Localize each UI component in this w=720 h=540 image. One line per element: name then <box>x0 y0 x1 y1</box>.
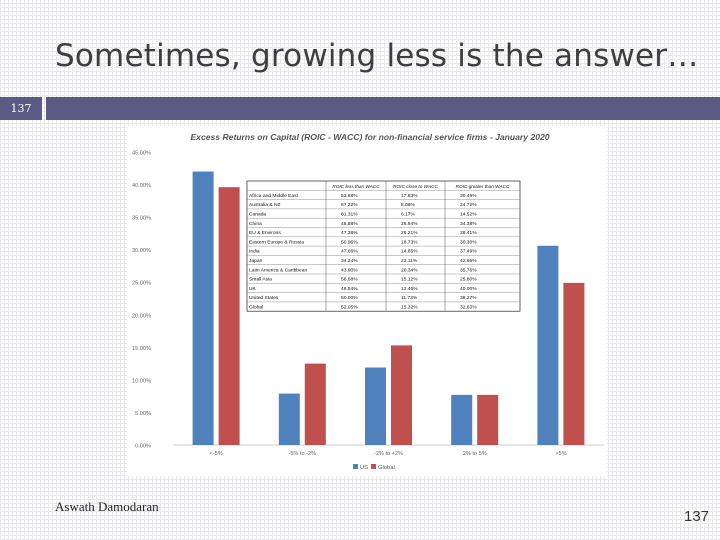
x-tick-label: >5% <box>555 451 566 457</box>
table-cell: 47.66% <box>341 249 358 255</box>
page-number: 137 <box>684 508 710 525</box>
table-cell: 52.05% <box>341 305 358 311</box>
table-cell: 20.34% <box>401 267 418 273</box>
table-row-label: EU & Environs <box>249 230 281 236</box>
table-cell: 40.00% <box>460 286 477 292</box>
table-cell: 25.80% <box>460 277 477 283</box>
x-tick-label: -2% to +2% <box>374 451 403 457</box>
table-cell: 26.21% <box>401 230 418 236</box>
y-tick-label: 30.00% <box>132 248 151 254</box>
table-cell: 42.65% <box>460 258 477 264</box>
table-cell: 30.49% <box>460 193 477 199</box>
table-cell: 26.94% <box>401 221 418 227</box>
y-tick-label: 5.00% <box>135 411 151 417</box>
table-cell: 53.68% <box>341 193 358 199</box>
table-row-label: India <box>249 249 260 255</box>
y-tick-label: 35.00% <box>132 216 151 222</box>
table-cell: 13.46% <box>401 286 418 292</box>
table-cell: 23.11% <box>401 258 418 264</box>
legend-swatch <box>353 464 358 469</box>
y-tick-label: 45.00% <box>132 151 151 157</box>
table-cell: 6.17% <box>401 212 416 218</box>
table-cell: 14.52% <box>460 212 477 218</box>
data-table: ROIC less than WACC ROIC close to WACC ROI… <box>246 180 521 312</box>
table-cell: 17.83% <box>401 193 418 199</box>
x-tick-label: -5% to -2% <box>288 451 316 457</box>
slide-title: Sometimes, growing less is the answer… <box>55 38 699 74</box>
y-tick-label: 15.00% <box>132 346 151 352</box>
bar-us <box>451 394 473 445</box>
legend-swatch <box>371 464 376 469</box>
legend-label: Global <box>378 465 395 471</box>
slide-number-badge: 137 <box>0 97 42 120</box>
table-cell: 46.54% <box>341 286 358 292</box>
excess-returns-chart: Excess Returns on Capital (ROIC - WACC) … <box>132 132 604 471</box>
bar-us <box>365 367 386 445</box>
table-cell: 50.00% <box>341 295 358 301</box>
chart-title: Excess Returns on Capital (ROIC - WACC) … <box>190 132 549 142</box>
table-row-label: Canada <box>249 212 266 218</box>
table-cell: 11.73% <box>401 295 418 301</box>
table-row-label: Small Asia <box>249 277 272 283</box>
table-cell: 67.22% <box>341 202 358 208</box>
table-header: ROIC less than WACC <box>332 184 380 189</box>
table-cell: 47.38% <box>341 230 358 236</box>
y-tick-label: 20.00% <box>132 313 151 319</box>
table-cell: 58.68% <box>341 277 358 283</box>
y-axis: 0.00% 5.00% 10.00% 15.00% 20.00% 25.00% 30.00%… <box>132 151 604 450</box>
table-row-label: Africa and Middle East <box>249 193 299 199</box>
table-cell: 18.73% <box>401 239 418 245</box>
bar-global <box>477 394 499 445</box>
table-row-label: Australia & NZ <box>249 202 281 208</box>
table-cell: 34.24% <box>341 258 358 264</box>
table-cell: 30.30% <box>460 239 477 245</box>
table-cell: 24.72% <box>460 202 477 208</box>
table-row-label: China <box>249 221 262 227</box>
table-cell: 37.49% <box>460 249 477 255</box>
y-tick-label: 40.00% <box>132 183 151 189</box>
table-cell: 36.41% <box>460 230 477 236</box>
table-row-label: Eastern Europe & Russia <box>249 239 304 245</box>
chart-panel: Excess Returns on Capital (ROIC - WACC) … <box>127 126 607 476</box>
y-tick-label: 0.00% <box>135 444 151 450</box>
table-row-label: Latin America & Caribbean <box>249 267 307 273</box>
bars-group <box>192 171 585 445</box>
table-header: ROIC close to WACC <box>393 184 438 189</box>
table-cell: 43.90% <box>341 267 358 273</box>
table-cell: 14.85% <box>401 249 418 255</box>
table-cell: 15.12% <box>401 277 418 283</box>
bar-global <box>563 282 585 445</box>
x-tick-label: 2% to 5% <box>463 451 487 457</box>
table-row-label: Global <box>249 305 263 311</box>
y-tick-label: 25.00% <box>132 281 151 287</box>
bar-us <box>278 393 300 445</box>
bar-us <box>192 171 214 445</box>
table-header: ROIC greater than WACC <box>456 184 510 189</box>
table-row-label: UK <box>249 286 257 292</box>
bar-us <box>537 245 559 445</box>
legend: US Global <box>353 464 395 471</box>
table-cell: 81.31% <box>341 212 358 218</box>
x-tick-label: <-5% <box>209 451 222 457</box>
bar-global <box>391 345 412 445</box>
table-cell: 48.88% <box>341 221 358 227</box>
table-cell: 50.96% <box>341 239 358 245</box>
title-bar <box>46 97 720 120</box>
legend-label: US <box>360 465 368 471</box>
y-tick-label: 10.00% <box>132 378 151 384</box>
x-axis: <-5% -5% to -2% -2% to +2% 2% to 5% >5% <box>209 451 566 457</box>
table-row-label: United States <box>249 295 279 301</box>
table-cell: 38.27% <box>460 295 477 301</box>
table-cell: 32.63% <box>460 305 477 311</box>
bar-global <box>304 363 326 445</box>
table-row-label: Japan <box>249 258 263 264</box>
bar-global <box>218 187 240 445</box>
author-name: Aswath Damodaran <box>55 499 159 514</box>
table-cell: 8.06% <box>401 202 416 208</box>
table-cell: 15.32% <box>401 305 418 311</box>
table-cell: 35.76% <box>460 267 477 273</box>
table-cell: 34.38% <box>460 221 477 227</box>
